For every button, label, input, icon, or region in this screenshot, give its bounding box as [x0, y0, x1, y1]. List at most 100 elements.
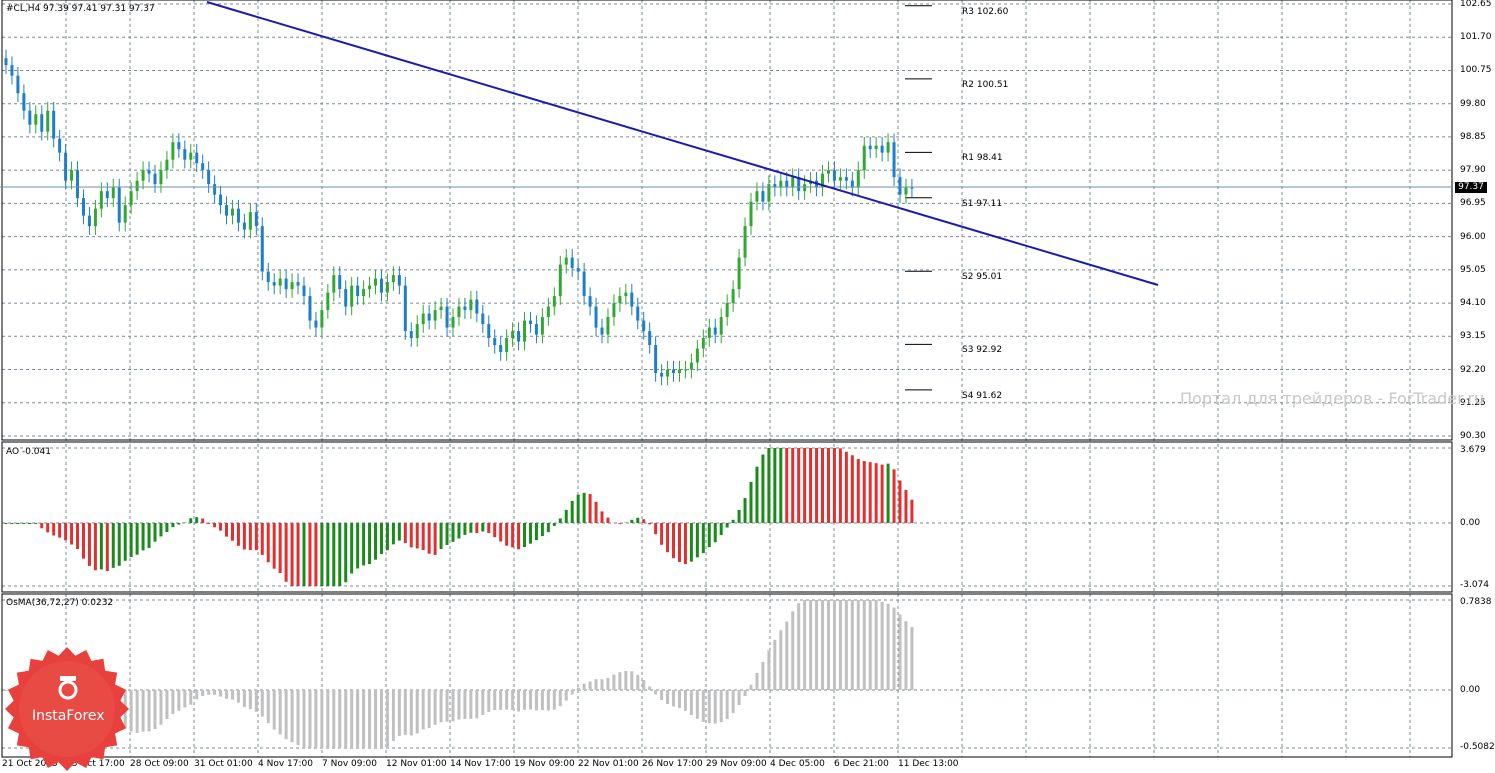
osma-bar: [898, 614, 902, 690]
candle-body: [528, 320, 532, 325]
ao-bar: [159, 523, 163, 537]
candle-body: [58, 138, 62, 153]
candle-body: [52, 110, 56, 139]
ao-bar: [552, 523, 556, 526]
osma-bar: [630, 671, 634, 690]
osma-bar: [356, 690, 360, 748]
candle-body: [236, 208, 240, 223]
osma-bar: [517, 690, 521, 712]
osma-bar: [815, 600, 819, 690]
osma-bar: [469, 690, 473, 719]
price-tick: 101.70: [1460, 32, 1492, 43]
candle-body: [683, 369, 687, 371]
candle-body: [654, 345, 658, 374]
price-tick: 99.80: [1460, 98, 1486, 109]
candle-body: [737, 257, 741, 290]
candle-body: [391, 275, 395, 283]
candle-body: [165, 159, 169, 171]
candle-body: [701, 338, 705, 349]
ao-bar: [129, 523, 133, 557]
candle-body: [517, 331, 521, 342]
candle-body: [803, 184, 807, 192]
candle-body: [677, 369, 681, 374]
osma-bar: [493, 690, 497, 711]
osma-bar: [552, 690, 556, 710]
candle-body: [153, 173, 157, 185]
candle-body: [379, 278, 383, 293]
ao-bar: [415, 523, 419, 549]
ao-axis-bottom: -3.074: [1460, 580, 1490, 590]
osma-bar: [904, 621, 908, 690]
osma-bar: [713, 690, 717, 724]
candle-body: [40, 114, 44, 132]
osma-bar: [266, 690, 270, 724]
ao-bar: [844, 451, 848, 523]
candle-body: [248, 212, 252, 230]
ao-histogram: [4, 448, 914, 586]
candle-body: [636, 306, 640, 321]
osma-bar: [379, 690, 383, 748]
osma-bar: [427, 690, 431, 729]
candle-body: [111, 187, 115, 199]
osma-bar: [505, 690, 509, 710]
osma-bar: [654, 690, 658, 695]
osma-bar: [302, 690, 306, 748]
ao-bar: [391, 523, 395, 545]
trend-line[interactable]: [206, 1, 1159, 286]
ao-title: AO -0.041: [6, 447, 51, 457]
ao-bar: [34, 523, 38, 524]
ao-bar: [648, 523, 652, 525]
candle-body: [10, 65, 14, 76]
osma-bar: [880, 601, 884, 690]
candle-body: [558, 264, 562, 297]
ao-bar: [314, 523, 318, 586]
osma-bar: [385, 690, 389, 748]
osma-bar: [225, 690, 229, 699]
ao-bar: [594, 501, 598, 523]
ao-bar: [528, 523, 532, 544]
osma-bar: [528, 690, 532, 710]
pivot-label: S4 91.62: [962, 390, 1003, 401]
osma-bar: [546, 690, 550, 711]
osma-bar: [886, 603, 890, 690]
ao-bar: [731, 519, 735, 523]
ao-bar: [46, 523, 50, 533]
candle-body: [117, 187, 121, 223]
candle-body: [189, 152, 193, 160]
candle-body: [499, 345, 503, 353]
ao-bar: [445, 523, 449, 545]
ao-bar: [505, 523, 509, 546]
ao-bar: [117, 523, 121, 566]
osma-bar: [868, 600, 872, 690]
candle-body: [689, 362, 693, 370]
candle-body: [523, 320, 527, 342]
candle-body: [731, 289, 735, 304]
osma-bar: [666, 690, 670, 705]
ao-bar: [695, 523, 699, 558]
osma-bar: [874, 600, 878, 690]
candle-body: [642, 320, 646, 332]
ao-bar: [171, 523, 175, 528]
candle-body: [773, 184, 777, 188]
ao-bar: [105, 523, 109, 571]
candle-body: [540, 317, 544, 335]
osma-bar: [153, 690, 157, 730]
candle-body: [16, 75, 20, 94]
candle-body: [481, 313, 485, 325]
ao-bar: [141, 523, 145, 551]
candle-body: [332, 275, 336, 293]
pivot-label: R2 100.51: [962, 79, 1009, 90]
candle-body: [648, 331, 652, 346]
osma-bar: [910, 626, 914, 690]
ao-bar: [278, 523, 282, 574]
osma-bar: [183, 690, 187, 708]
price-tick: 94.10: [1460, 298, 1486, 309]
candle-body: [785, 180, 789, 188]
osma-bar: [219, 690, 223, 697]
candle-body: [427, 313, 431, 321]
ao-bar: [439, 523, 443, 550]
price-tick: 95.05: [1460, 264, 1486, 275]
candle-body: [123, 205, 127, 223]
candle-body: [338, 275, 342, 290]
